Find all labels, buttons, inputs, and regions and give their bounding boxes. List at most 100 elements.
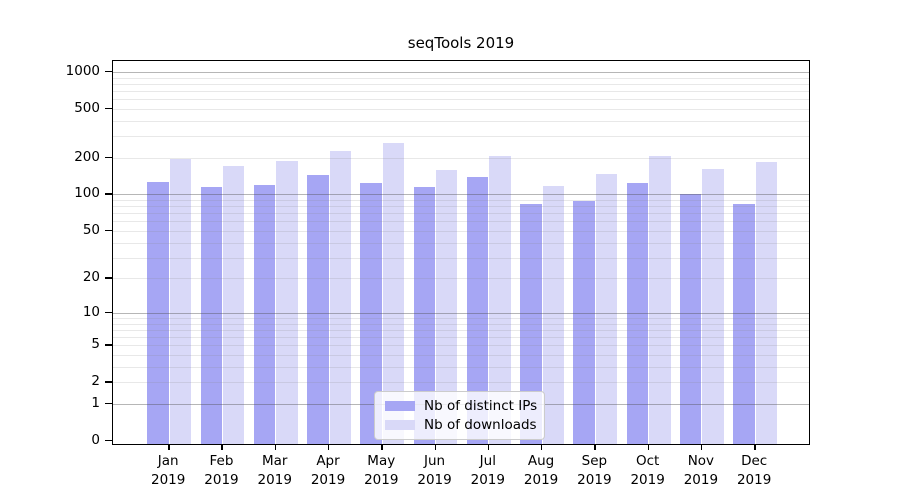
gridline <box>113 120 809 122</box>
gridline <box>113 337 809 339</box>
bar-distinct-ips-oct <box>626 182 649 444</box>
gridline <box>113 329 809 331</box>
x-tick-label-aug: Aug 2019 <box>509 452 573 490</box>
gridline <box>113 157 809 159</box>
x-tick-label-dec: Dec 2019 <box>722 452 786 490</box>
x-tick <box>221 445 223 450</box>
x-tick <box>487 445 490 450</box>
bar-downloads-apr <box>329 150 351 444</box>
x-tick-label-jun: Jun 2019 <box>403 452 467 490</box>
gridline <box>113 83 809 85</box>
year-label: 2019 <box>736 472 772 488</box>
x-tick <box>594 445 596 450</box>
x-tick-label-jul: Jul 2019 <box>456 452 520 490</box>
y-tick <box>105 156 112 159</box>
month-label: Nov <box>687 453 715 469</box>
year-label: 2019 <box>417 472 452 488</box>
legend-item-downloads: Nb of downloads <box>375 416 544 435</box>
bar-downloads-may <box>382 143 405 444</box>
year-label: 2019 <box>577 472 612 488</box>
gridline <box>113 90 809 92</box>
month-label: Oct <box>635 453 660 469</box>
x-tick-label-sep: Sep 2019 <box>562 452 626 490</box>
y-tick <box>105 344 112 346</box>
month-label: Jan <box>157 453 179 469</box>
bar-distinct-ips-may <box>360 183 382 444</box>
month-label: May <box>367 453 396 469</box>
y-tick <box>105 440 112 442</box>
bar-distinct-ips-feb <box>200 186 222 444</box>
bar-downloads-dec <box>755 161 778 444</box>
gridline <box>113 77 809 79</box>
gridline <box>113 71 809 73</box>
gridline <box>113 230 809 232</box>
gridline <box>113 312 809 314</box>
year-label: 2019 <box>470 472 505 488</box>
month-label: Dec <box>741 453 768 469</box>
y-tick <box>105 402 112 405</box>
gridline <box>113 200 809 202</box>
y-tick-label: 100 <box>74 185 100 202</box>
month-label: Apr <box>316 453 340 469</box>
plot-area <box>112 60 810 445</box>
gridline <box>113 257 809 259</box>
gridline <box>113 366 809 368</box>
gridline <box>113 194 809 196</box>
gridline <box>113 382 809 384</box>
x-tick <box>381 445 383 450</box>
month-label: Feb <box>209 453 234 469</box>
month-label: Jul <box>479 453 496 469</box>
bar-downloads-sep <box>595 174 618 444</box>
bar-distinct-ips-jan <box>147 181 169 444</box>
y-tick <box>105 107 112 110</box>
year-label: 2019 <box>630 472 665 488</box>
year-label: 2019 <box>151 472 186 488</box>
bar-distinct-ips-dec <box>733 204 755 444</box>
month-label: Mar <box>261 453 288 469</box>
x-tick-label-apr: Apr 2019 <box>296 452 360 490</box>
bar-distinct-ips-aug <box>520 204 542 444</box>
x-tick-label-jan: Jan 2019 <box>136 452 200 490</box>
bar-downloads-feb <box>222 165 245 444</box>
x-tick <box>168 445 170 450</box>
y-tick-label: 20 <box>82 269 100 286</box>
bar-distinct-ips-sep <box>573 201 595 444</box>
legend-swatch-downloads <box>385 420 415 430</box>
month-label: Sep <box>581 453 608 469</box>
bar-downloads-oct <box>649 156 671 444</box>
x-tick <box>434 445 436 450</box>
y-tick <box>105 229 112 232</box>
gridline <box>113 278 809 280</box>
year-label: 2019 <box>204 472 239 488</box>
y-tick <box>105 193 112 195</box>
bar-distinct-ips-apr <box>307 175 329 444</box>
bar-distinct-ips-mar <box>253 185 276 444</box>
x-tick-label-feb: Feb 2019 <box>189 452 253 490</box>
gridline <box>113 206 809 208</box>
gridline <box>113 108 809 110</box>
bar-downloads-jan <box>169 159 192 444</box>
gridline <box>113 323 809 325</box>
bar-distinct-ips-nov <box>680 193 702 444</box>
bar-downloads-jul <box>489 156 511 444</box>
chart-title: seqTools 2019 <box>407 34 515 52</box>
month-label: Jun <box>424 453 446 469</box>
y-tick <box>105 381 112 383</box>
bar-downloads-aug <box>542 186 564 444</box>
gridline <box>113 345 809 347</box>
gridline <box>113 221 809 223</box>
y-tick-label: 10 <box>82 303 100 320</box>
y-tick-label: 5 <box>91 336 100 353</box>
gridline <box>113 99 809 101</box>
y-tick-label: 2 <box>91 373 100 390</box>
y-tick-label: 1000 <box>65 62 100 79</box>
year-label: 2019 <box>683 472 719 488</box>
month-label: Aug <box>527 453 555 469</box>
legend-label-downloads: Nb of downloads <box>424 417 537 433</box>
x-tick <box>754 445 756 450</box>
bar-distinct-ips-jul <box>466 177 489 444</box>
x-tick-label-nov: Nov 2019 <box>669 452 733 490</box>
bar-distinct-ips-jun <box>413 186 436 444</box>
x-tick <box>541 445 543 450</box>
